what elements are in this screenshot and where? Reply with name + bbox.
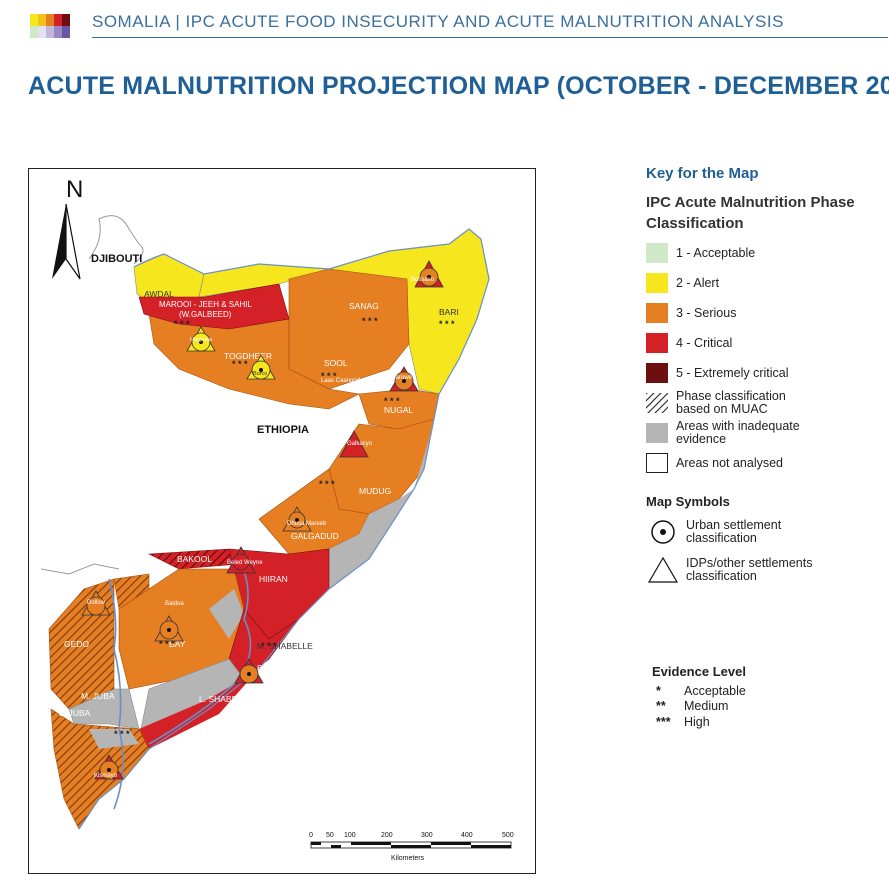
label-laascaanood: Laas Caanood bbox=[321, 378, 360, 384]
svg-text:* * *: * * * bbox=[114, 729, 130, 739]
svg-text:* * *: * * * bbox=[319, 479, 335, 489]
label-nugal: NUGAL bbox=[384, 405, 414, 415]
inadequate-swatch bbox=[646, 423, 668, 443]
label-bari: BARI bbox=[439, 307, 459, 317]
scale-bar: 0 50 100 200 300 400 500 Kilometers bbox=[309, 832, 514, 862]
label-wgalbeed: (W.GALBEED) bbox=[179, 310, 232, 319]
label-m-shabelle: M. SHABELLE bbox=[257, 641, 313, 651]
not-analysed-swatch bbox=[646, 453, 668, 473]
label-bakool: BAKOOL bbox=[177, 554, 212, 564]
svg-text:* * *: * * * bbox=[159, 639, 175, 649]
label-djibouti: DJIBOUTI bbox=[91, 253, 142, 265]
svg-text:300: 300 bbox=[421, 832, 433, 839]
svg-text:500: 500 bbox=[502, 832, 514, 839]
legend-item-inadequate: Areas with inadequate evidence bbox=[646, 420, 886, 446]
page-title: ACUTE MALNUTRITION PROJECTION MAP (OCTOB… bbox=[28, 72, 889, 100]
label-mudug: MUDUG bbox=[359, 486, 391, 496]
svg-text:* * *: * * * bbox=[384, 396, 400, 406]
symbols-title: Map Symbols bbox=[646, 494, 730, 509]
region-mudug bbox=[328, 418, 435, 515]
phase5-swatch bbox=[646, 363, 668, 383]
svg-text:* * *: * * * bbox=[174, 319, 190, 329]
legend-item-idp: IDPs/other settlements classification bbox=[646, 555, 886, 585]
svg-text:* * *: * * * bbox=[439, 319, 455, 329]
label-sanag: SANAG bbox=[349, 301, 379, 311]
somalia-map: N DJIBOUTI ETHIOPIA AWDAL MAROOI - JEEH … bbox=[28, 168, 536, 874]
label-sool: SOOL bbox=[324, 358, 348, 368]
label-gedo: GEDO bbox=[64, 639, 89, 649]
region-woqooyi-galbeed bbox=[138, 283, 290, 330]
label-banadir: BANADIR bbox=[257, 663, 295, 673]
phase1-swatch bbox=[646, 243, 668, 263]
north-arrow-icon bbox=[52, 204, 66, 279]
label-kismayo: Kismayo bbox=[94, 773, 118, 779]
svg-text:50: 50 bbox=[326, 832, 334, 839]
header-title: SOMALIA | IPC ACUTE FOOD INSECURITY AND … bbox=[92, 12, 784, 31]
svg-text:* * *: * * * bbox=[261, 641, 277, 651]
legend-item-urban: Urban settlement classification bbox=[646, 517, 886, 547]
label-marooi: MAROOI - JEEH & SAHIL bbox=[159, 300, 252, 309]
label-galkacyo: Galkacyo bbox=[347, 441, 373, 447]
legend-item-not-analysed: Areas not analysed bbox=[646, 452, 886, 474]
label-beled-weyne: Beled Weyne bbox=[227, 560, 263, 566]
legend-item-phase2: 2 - Alert bbox=[646, 272, 886, 294]
north-arrow-label: N bbox=[66, 176, 83, 203]
legend-phase-title: IPC Acute Malnutrition Phase Classificat… bbox=[646, 194, 855, 232]
label-hiiran: HIIRAN bbox=[259, 574, 288, 584]
muac-hatch-swatch bbox=[646, 393, 668, 413]
legend-item-phase3: 3 - Serious bbox=[646, 302, 886, 324]
map-svg: N DJIBOUTI ETHIOPIA AWDAL MAROOI - JEEH … bbox=[40, 176, 514, 862]
label-togdheer: TOGDHEER bbox=[224, 351, 272, 361]
evidence-high: *** High bbox=[656, 715, 710, 729]
label-awdal: AWDAL bbox=[144, 289, 174, 299]
legend-item-phase1: 1 - Acceptable bbox=[646, 242, 886, 264]
phase2-swatch bbox=[646, 273, 668, 293]
svg-text:* * *: * * * bbox=[232, 359, 248, 369]
legend-key-title: Key for the Map bbox=[646, 165, 759, 182]
scale-unit: Kilometers bbox=[391, 855, 425, 862]
region-sanag bbox=[288, 268, 410, 390]
label-ethiopia: ETHIOPIA bbox=[257, 424, 309, 436]
legend-item-phase5: 5 - Extremely critical bbox=[646, 362, 886, 384]
legend-item-phase4: 4 - Critical bbox=[646, 332, 886, 354]
label-l-shabelle: L. SHABELLE bbox=[199, 694, 253, 704]
svg-text:0: 0 bbox=[309, 832, 313, 839]
evidence-title: Evidence Level bbox=[652, 664, 746, 679]
label-burco: Burco bbox=[253, 371, 267, 377]
label-l-juba: L. JUBA bbox=[59, 708, 91, 718]
label-dhusamareb: Dhusa Mareeb bbox=[287, 521, 327, 527]
label-garowe: Garowe bbox=[391, 375, 413, 381]
label-dollow: Dollow bbox=[87, 600, 106, 606]
label-bay: BAY bbox=[169, 639, 186, 649]
map-legend: Key for the Map IPC Acute Malnutrition P… bbox=[646, 160, 886, 585]
label-baidoa: Baidoa bbox=[165, 601, 184, 607]
evidence-medium: ** Medium bbox=[656, 699, 729, 713]
idp-settlement-icon bbox=[647, 556, 679, 583]
label-hargeisa: Hargeisa bbox=[190, 337, 213, 343]
settlement-symbols: Bossaso Garowe Laas Caanood Galkacyo Dhu… bbox=[81, 260, 444, 780]
svg-text:400: 400 bbox=[461, 832, 473, 839]
evidence-acceptable: * Acceptable bbox=[656, 684, 746, 698]
svg-text:200: 200 bbox=[381, 832, 393, 839]
phase4-swatch bbox=[646, 333, 668, 353]
label-bossaso: Bossaso bbox=[411, 277, 435, 283]
svg-text:* * *: * * * bbox=[362, 316, 378, 326]
label-m-juba: M. JUBA bbox=[81, 691, 115, 701]
svg-text:* * *: * * * bbox=[321, 371, 337, 381]
phase3-swatch bbox=[646, 303, 668, 323]
legend-item-muac: Phase classification based on MUAC bbox=[646, 390, 886, 416]
urban-settlement-icon bbox=[651, 520, 675, 544]
header-divider bbox=[92, 37, 888, 38]
label-galgadud: GALGADUD bbox=[291, 531, 339, 541]
svg-text:100: 100 bbox=[344, 832, 356, 839]
ipc-logo bbox=[30, 14, 78, 38]
